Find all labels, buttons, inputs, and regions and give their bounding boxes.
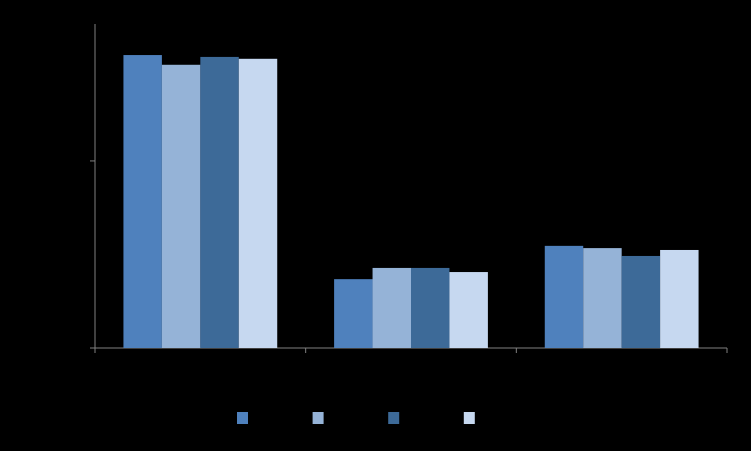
bar (123, 55, 162, 349)
bar (200, 56, 239, 348)
legend-marker (388, 412, 400, 424)
bar (660, 249, 699, 348)
bar (161, 64, 201, 348)
legend-marker (312, 412, 324, 424)
bar (621, 255, 661, 348)
legend-marker (237, 412, 248, 424)
bar (238, 58, 278, 348)
bar (449, 272, 488, 348)
bar (411, 267, 450, 348)
bar (583, 248, 622, 348)
legend-marker (463, 412, 475, 424)
bar (334, 279, 373, 348)
bar (372, 267, 411, 348)
bar (544, 245, 584, 348)
